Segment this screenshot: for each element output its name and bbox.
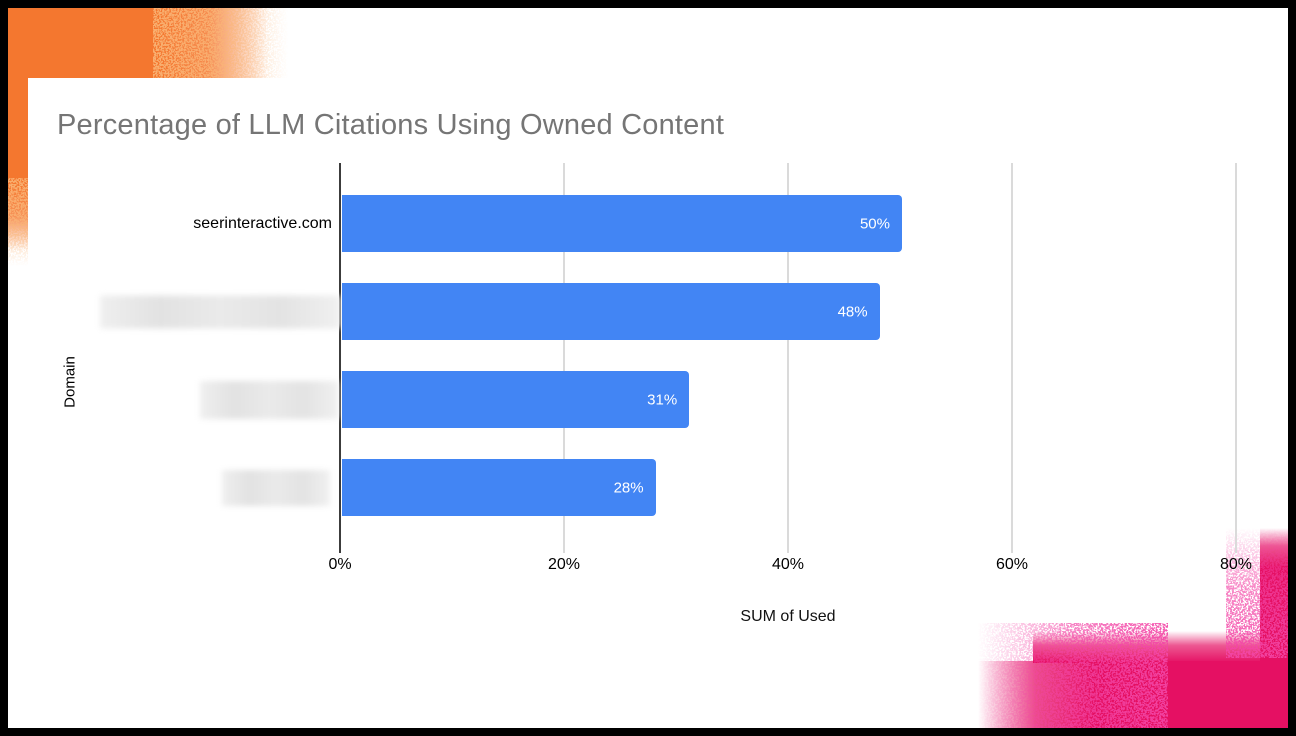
x-tick-label: 80% — [1219, 556, 1253, 573]
gridline — [1011, 163, 1013, 553]
bar-row: 48% — [100, 283, 1236, 340]
plot-area: 0% 20% 40% 60% 80% seerinteractive.com 50% 48% 3… — [100, 163, 1252, 573]
bar: 48% — [342, 283, 880, 340]
redacted-category-label — [100, 295, 340, 328]
y-axis-title: Domain — [61, 356, 79, 408]
gridline — [787, 163, 789, 553]
bar-value-label: 50% — [859, 215, 890, 232]
bar-row: 31% — [200, 371, 1236, 428]
bar-row: seerinteractive.com 50% — [193, 195, 1236, 252]
bar-row: 28% — [222, 459, 1236, 516]
x-axis-title: SUM of Used — [740, 608, 836, 625]
bar-value-label: 31% — [647, 391, 678, 408]
redacted-category-label — [222, 469, 330, 506]
gridline — [1235, 163, 1237, 553]
gridline — [563, 163, 565, 553]
x-tick-label: 20% — [547, 556, 581, 573]
bar: 31% — [342, 371, 690, 428]
x-tick-label: 40% — [771, 556, 805, 573]
bar-value-label: 28% — [613, 479, 644, 496]
x-axis-baseline — [339, 163, 341, 553]
redacted-category-label — [200, 380, 338, 419]
x-tick-label: 60% — [995, 556, 1029, 573]
x-tick-label: 0% — [328, 556, 352, 573]
bar-value-label: 48% — [837, 303, 868, 320]
bar: 28% — [342, 459, 656, 516]
category-label: seerinteractive.com — [193, 214, 332, 232]
slide: Percentage of LLM Citations Using Owned … — [8, 8, 1288, 728]
chart-title: Percentage of LLM Citations Using Owned … — [57, 109, 725, 141]
bar: 50% — [342, 195, 902, 252]
